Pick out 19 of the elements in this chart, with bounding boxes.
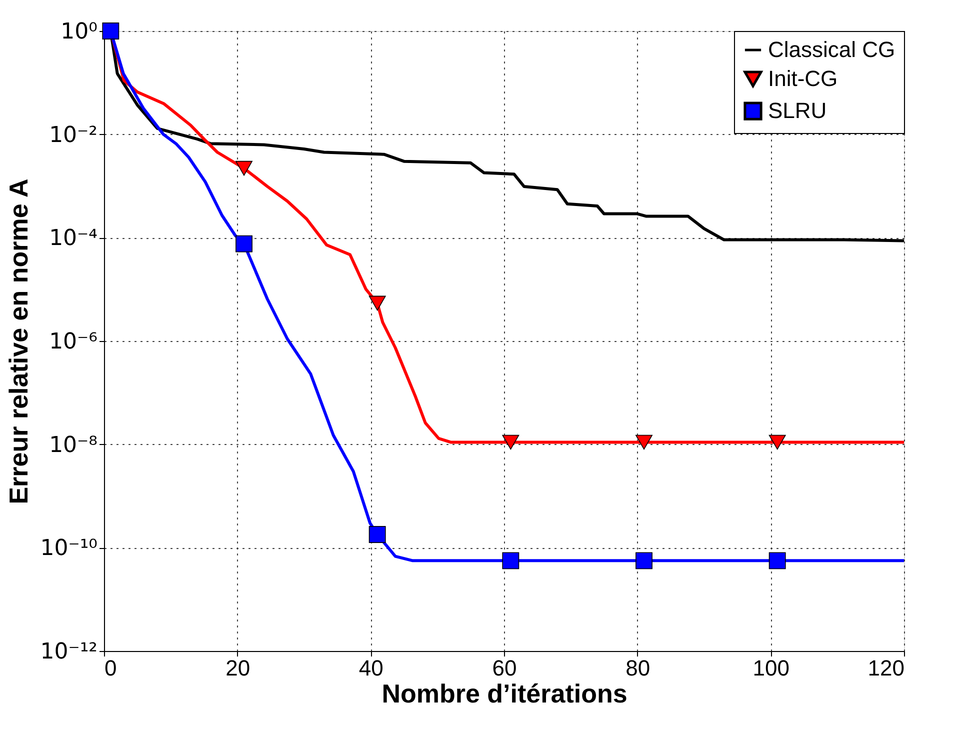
x-tick-label: 0 — [104, 656, 117, 680]
x-tick-label: 20 — [226, 656, 250, 680]
x-tick-label: 120 — [868, 656, 904, 680]
y-tick-label: 10⁻⁸ — [49, 432, 98, 458]
x-tick-label: 60 — [492, 656, 517, 680]
y-tick-label: 10⁻¹⁰ — [40, 536, 98, 562]
legend-label: SLRU — [768, 98, 827, 123]
x-axis-title: Nombre d’itérations — [382, 678, 628, 708]
legend-label: Init-CG — [768, 66, 838, 91]
x-tick-label: 100 — [752, 656, 790, 680]
legend-label: Classical CG — [768, 37, 896, 62]
x-tick-label: 40 — [358, 656, 384, 680]
y-tick-label: 10⁻¹² — [40, 640, 98, 664]
y-tick-label: 10⁻² — [49, 122, 98, 148]
x-tick-label: 80 — [626, 656, 650, 680]
y-tick-label: 10⁻⁴ — [49, 226, 98, 252]
y-tick-label: 10⁰ — [60, 20, 98, 44]
y-tick-label: 10⁻⁶ — [49, 330, 98, 354]
y-axis-title: Erreur relative en norme A — [3, 178, 34, 504]
